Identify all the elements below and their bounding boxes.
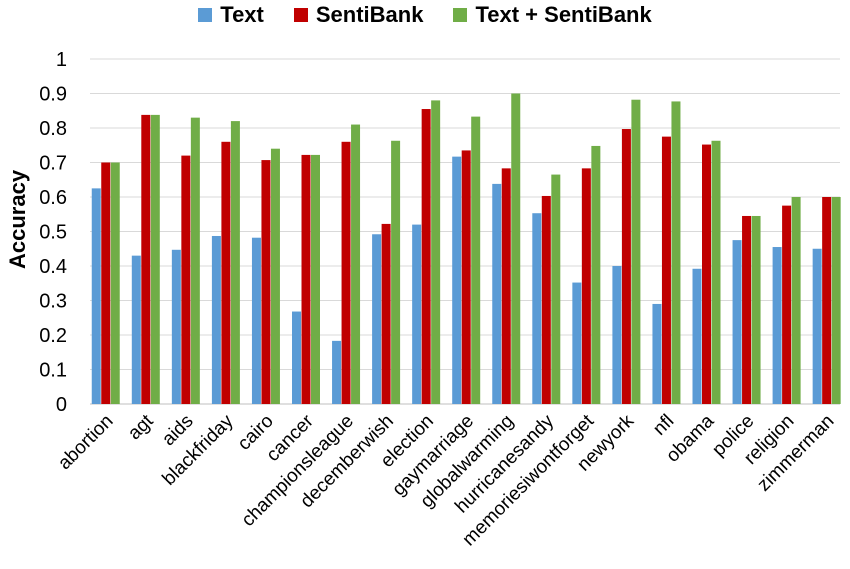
bar (421, 109, 431, 405)
bar (91, 188, 101, 404)
bar (782, 205, 792, 404)
bar (292, 311, 301, 404)
bar (190, 117, 200, 405)
bar (652, 303, 662, 404)
legend: Text SentiBank Text + SentiBank (0, 2, 850, 28)
legend-item-sentibank: SentiBank (293, 2, 424, 28)
legend-label-sentibank: SentiBank (315, 2, 424, 27)
y-tick-label: 0.9 (39, 84, 67, 106)
bar (351, 124, 361, 405)
bar (631, 99, 641, 405)
bar (742, 215, 752, 404)
bar (812, 248, 822, 404)
bar (452, 156, 462, 404)
bar (221, 141, 231, 405)
bar (471, 116, 481, 405)
legend-item-combined: Text + SentiBank (453, 2, 652, 28)
bar (141, 114, 151, 404)
bar (270, 148, 280, 404)
bar (372, 234, 382, 404)
bar (301, 154, 311, 404)
bar (332, 340, 342, 404)
bar (581, 168, 591, 404)
bar (612, 266, 622, 404)
bar (702, 144, 711, 404)
bar (711, 140, 721, 404)
legend-item-text: Text (198, 2, 264, 28)
bar (251, 237, 261, 404)
y-tick-label: 0 (56, 394, 67, 416)
bar (101, 162, 111, 404)
bar (261, 160, 271, 404)
bar (791, 197, 801, 404)
bar (621, 129, 631, 404)
y-tick-label: 0.1 (39, 360, 67, 382)
legend-swatch-text (198, 8, 213, 22)
bar (511, 93, 521, 404)
x-tick-label: abortion (54, 411, 117, 474)
bar (572, 282, 582, 404)
y-tick-label: 0.2 (39, 325, 67, 347)
bar (131, 255, 141, 404)
bar (591, 145, 601, 404)
bar (532, 213, 542, 404)
bar (391, 140, 401, 404)
legend-label-combined: Text + SentiBank (475, 2, 652, 27)
bar (541, 195, 551, 404)
bar (381, 223, 391, 404)
bar (171, 249, 181, 404)
bar (822, 197, 832, 404)
bar (692, 268, 702, 404)
bar (492, 183, 502, 404)
bar (751, 215, 761, 404)
x-tick-label: agt (124, 410, 158, 444)
y-tick-label: 0.3 (39, 291, 67, 313)
y-tick-label: 1 (56, 49, 67, 71)
bar (431, 100, 441, 405)
bar (311, 154, 320, 404)
bar (150, 114, 160, 404)
bar (230, 121, 240, 404)
y-tick-label: 0.7 (39, 153, 67, 175)
bar (732, 240, 742, 404)
bar (772, 247, 782, 404)
bar (211, 235, 221, 404)
bar (501, 168, 511, 404)
bar (181, 155, 191, 404)
bar (110, 162, 120, 404)
bar (671, 101, 681, 404)
y-tick-label: 0.5 (39, 222, 67, 244)
y-tick-label: 0.8 (39, 118, 67, 140)
bar (461, 150, 471, 404)
bar (831, 197, 841, 404)
bar (551, 174, 561, 404)
y-tick-label: 0.6 (39, 187, 67, 209)
legend-label-text: Text (220, 2, 264, 27)
legend-swatch-sentibank (293, 8, 308, 22)
bar (412, 224, 422, 404)
y-tick-label: 0.4 (39, 256, 67, 278)
bar (341, 141, 351, 405)
bar (661, 136, 671, 404)
x-tick-label: nfl (649, 411, 678, 440)
legend-swatch-combined (453, 8, 468, 22)
